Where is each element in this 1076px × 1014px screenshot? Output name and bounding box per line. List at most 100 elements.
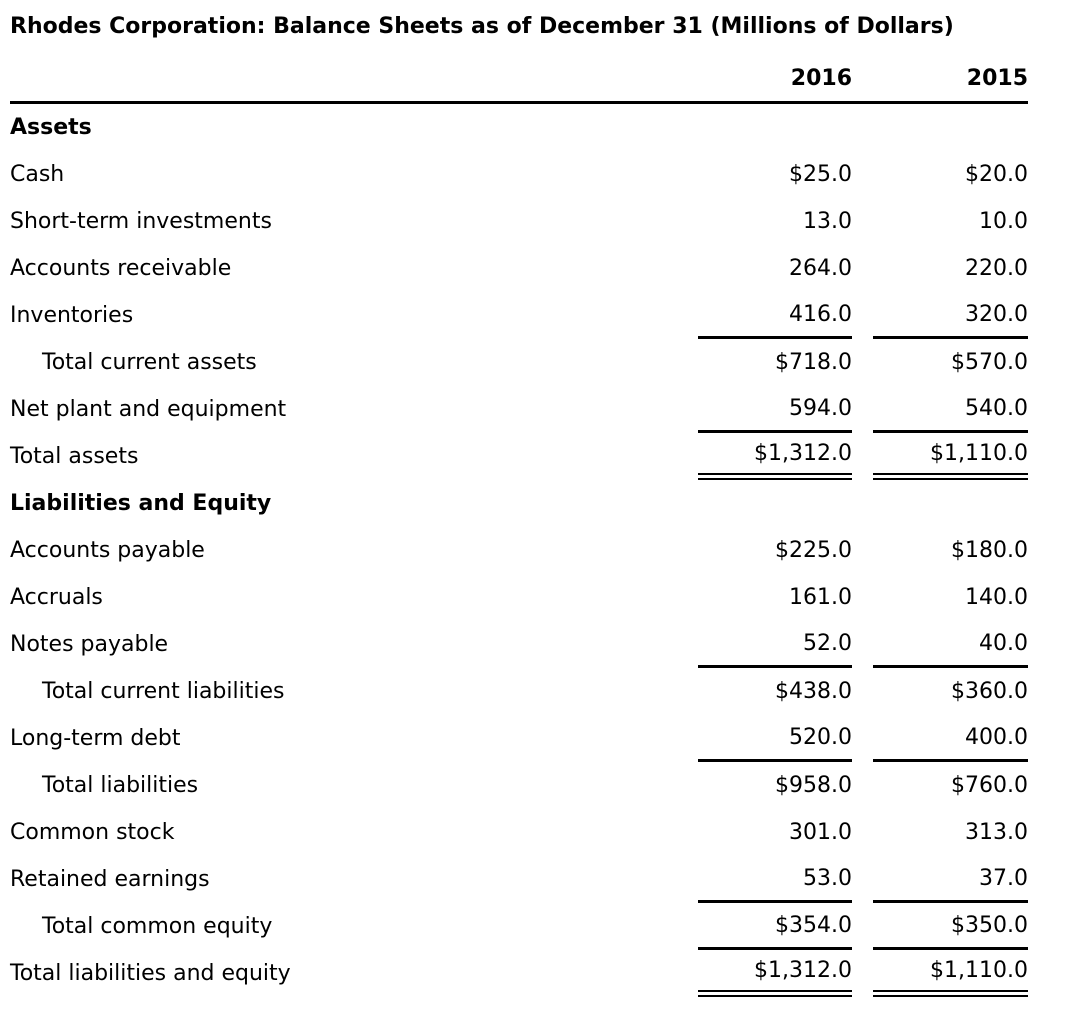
row-label: Long-term debt [10,726,181,751]
row-label: Retained earnings [10,867,210,892]
row-retained-earnings: Retained earnings 53.0 37.0 [10,856,1028,903]
value-2015 [873,480,1028,527]
row-total-current-assets: Total current assets $718.0 $570.0 [10,339,1028,386]
value-2015: 140.0 [965,585,1028,610]
column-gap [852,809,873,856]
column-gap [852,104,873,151]
column-gap [852,433,873,480]
row-common-stock: Common stock 301.0 313.0 [10,809,1028,856]
value-2016: 264.0 [789,256,852,281]
column-gap [852,292,873,339]
column-gap [852,715,873,762]
value-2016: $1,312.0 [698,433,852,480]
year-column-header-2015: 2015 [966,66,1028,91]
row-total-assets: Total assets $1,312.0 $1,110.0 [10,433,1028,480]
row-notes-payable: Notes payable 52.0 40.0 [10,621,1028,668]
year-column-header-2016: 2016 [790,66,852,91]
value-2016: $438.0 [775,679,852,704]
row-accounts-receivable: Accounts receivable 264.0 220.0 [10,245,1028,292]
row-label: Total current liabilities [42,679,285,704]
row-label: Total liabilities [42,773,199,798]
row-label: Cash [10,162,65,187]
value-2015 [873,104,1028,151]
row-total-liabilities: Total liabilities $958.0 $760.0 [10,762,1028,809]
value-2016: $1,312.0 [698,950,852,997]
row-label: Accounts payable [10,538,205,563]
row-label: Net plant and equipment [10,397,287,422]
value-2015: $1,110.0 [873,433,1028,480]
value-2015: 220.0 [965,256,1028,281]
value-2016: $718.0 [775,350,852,375]
value-2016: $25.0 [789,162,852,187]
value-2016: $958.0 [775,773,852,798]
row-cash: Cash $25.0 $20.0 [10,151,1028,198]
section-label: Liabilities and Equity [10,491,272,516]
row-total-common-equity: Total common equity $354.0 $350.0 [10,903,1028,950]
value-2015: 540.0 [873,386,1028,433]
value-2015: $20.0 [965,162,1028,187]
column-gap [852,950,873,997]
row-label: Total current assets [42,350,257,375]
value-2015: 320.0 [873,292,1028,339]
column-gap [852,762,873,809]
value-2015: 400.0 [873,715,1028,762]
column-gap [852,245,873,292]
balance-sheet-table: Assets Cash $25.0 $20.0 Short-term inves… [10,104,1028,997]
value-2015: $350.0 [873,903,1028,950]
row-label: Total liabilities and equity [10,961,291,986]
row-net-plant-and-equipment: Net plant and equipment 594.0 540.0 [10,386,1028,433]
value-2015: 40.0 [873,621,1028,668]
row-long-term-debt: Long-term debt 520.0 400.0 [10,715,1028,762]
column-gap [852,198,873,245]
row-total-liabilities-and-equity: Total liabilities and equity $1,312.0 $1… [10,950,1028,997]
column-gap [852,856,873,903]
row-label: Total common equity [42,914,273,939]
column-gap [852,527,873,574]
row-accruals: Accruals 161.0 140.0 [10,574,1028,621]
row-label: Accounts receivable [10,256,232,281]
row-label: Short-term investments [10,209,272,234]
value-2016: 301.0 [789,820,852,845]
column-gap [852,386,873,433]
value-2015: $760.0 [951,773,1028,798]
value-2015: 37.0 [873,856,1028,903]
value-2016: 594.0 [698,386,852,433]
value-2015: 10.0 [979,209,1028,234]
value-2016: 520.0 [698,715,852,762]
column-gap [852,668,873,715]
value-2016 [698,480,852,527]
row-label: Total assets [10,444,139,469]
value-2015: $570.0 [951,350,1028,375]
value-2016: 416.0 [698,292,852,339]
value-2016: 13.0 [803,209,852,234]
value-2016: 53.0 [698,856,852,903]
value-2015: $360.0 [951,679,1028,704]
column-gap [852,574,873,621]
column-gap [852,339,873,386]
table-header-row: 2016 2015 [10,60,1028,104]
value-2015: $1,110.0 [873,950,1028,997]
page-title: Rhodes Corporation: Balance Sheets as of… [10,14,954,39]
row-label: Notes payable [10,632,169,657]
column-gap [852,480,873,527]
value-2016: $354.0 [698,903,852,950]
row-label: Inventories [10,303,134,328]
value-2015: 313.0 [965,820,1028,845]
column-gap [852,621,873,668]
row-total-current-liabilities: Total current liabilities $438.0 $360.0 [10,668,1028,715]
row-accounts-payable: Accounts payable $225.0 $180.0 [10,527,1028,574]
row-label: Common stock [10,820,175,845]
column-gap [852,903,873,950]
row-assets-section: Assets [10,104,1028,151]
value-2015: $180.0 [951,538,1028,563]
row-short-term-investments: Short-term investments 13.0 10.0 [10,198,1028,245]
value-2016 [698,104,852,151]
value-2016: $225.0 [775,538,852,563]
column-gap [852,151,873,198]
section-label: Assets [10,115,92,140]
value-2016: 161.0 [789,585,852,610]
row-label: Accruals [10,585,103,610]
value-2016: 52.0 [698,621,852,668]
row-inventories: Inventories 416.0 320.0 [10,292,1028,339]
